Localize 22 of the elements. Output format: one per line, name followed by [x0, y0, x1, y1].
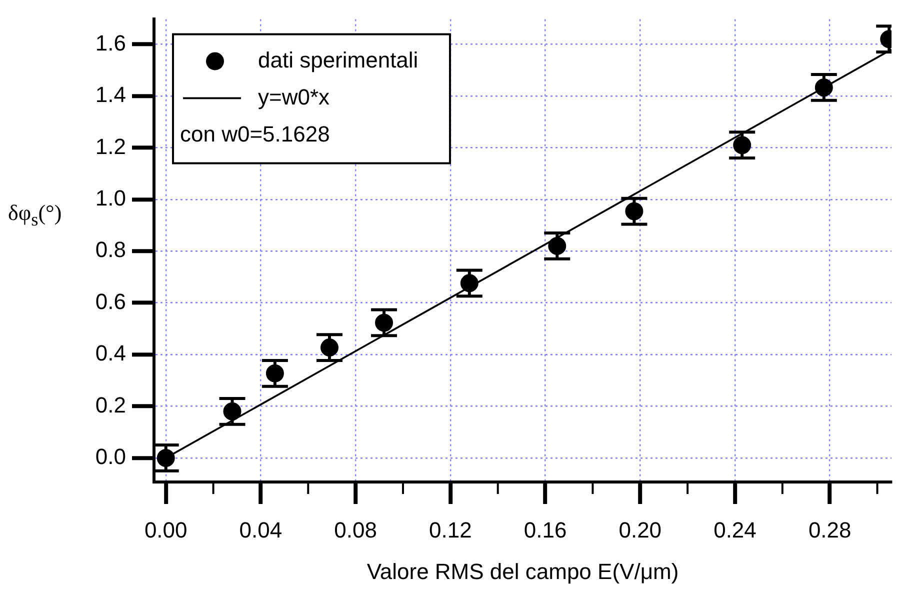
x-axis-title: Valore RMS del campo E(V/μm): [366, 558, 679, 584]
y-tick-label: 1.4: [95, 82, 126, 108]
x-tick-label: 0.04: [239, 517, 282, 542]
y-tick-label: 0.8: [95, 237, 126, 262]
legend-label: y=w0*x: [258, 84, 330, 110]
x-tick-label: 0.20: [618, 517, 662, 542]
x-tick-label: 0.28: [808, 517, 852, 542]
x-tick-label: 0.08: [334, 517, 377, 542]
y-axis-title: δφ$_{s}$(°): [8, 200, 62, 230]
y-tick-label: 0.6: [95, 288, 126, 314]
y-tick-label: 1.6: [95, 30, 126, 56]
y-tick-label: 1.2: [95, 134, 126, 159]
y-tick-label: 0.4: [95, 340, 126, 366]
y-tick-label: 0.0: [95, 444, 126, 470]
x-tick-label: 0.12: [429, 517, 472, 542]
x-tick-label: 0.24: [714, 517, 756, 542]
x-tick-label: 0.16: [524, 517, 567, 542]
y-tick-label: 0.2: [95, 392, 126, 418]
x-tick-label: 0.00: [144, 517, 188, 542]
y-tick-label: 1.0: [95, 185, 126, 210]
legend-label: dati sperimentali: [258, 47, 418, 72]
annotation: con w0=5.1628: [180, 121, 330, 146]
